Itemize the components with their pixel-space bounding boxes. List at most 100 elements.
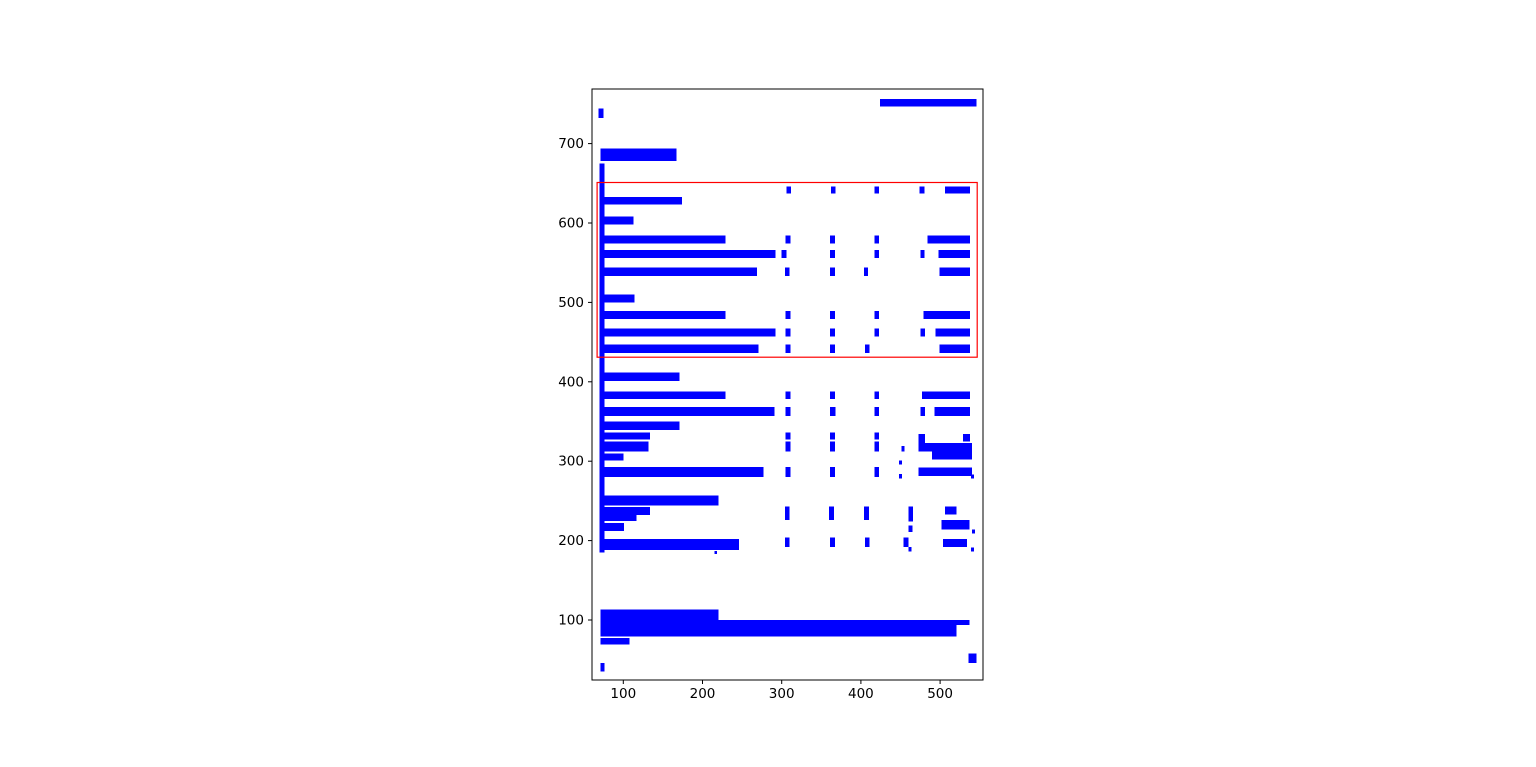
axes-border [591, 88, 984, 681]
y-tick-label: 700 [558, 136, 584, 152]
data-rect [963, 434, 971, 442]
data-rect [938, 250, 971, 258]
data-rect [714, 550, 717, 555]
data-rect [939, 267, 971, 277]
data-rect [908, 525, 913, 532]
data-rect [781, 250, 787, 258]
x-tick-label: 300 [769, 686, 795, 702]
data-rect [874, 235, 880, 244]
data-rect [944, 186, 971, 194]
data-rect [879, 99, 977, 107]
data-rect [600, 432, 651, 440]
data-rect [600, 372, 680, 381]
data-rect [901, 446, 905, 452]
data-rect [600, 344, 759, 354]
highlight-rect [596, 181, 978, 358]
data-rect [599, 163, 605, 553]
data-rect [600, 216, 634, 225]
data-rect [600, 453, 624, 461]
data-rect [830, 391, 835, 400]
data-rect [968, 653, 977, 663]
data-rect [784, 506, 790, 520]
y-tick-label: 100 [558, 613, 584, 629]
data-rect [923, 311, 971, 319]
data-rect [600, 466, 764, 478]
data-rect [830, 250, 835, 258]
data-rect [830, 344, 835, 354]
ticks-layer: 100 200 300 400 500 100 200 300 400 500 600 700 [558, 136, 953, 702]
data-rect [932, 451, 972, 460]
data-rect [600, 267, 758, 277]
x-tick-label: 500 [927, 686, 953, 702]
data-rect [600, 523, 625, 531]
data-rect [830, 407, 836, 416]
data-rect [600, 407, 775, 416]
data-rect [830, 432, 835, 440]
data-rect [874, 328, 880, 337]
y-tick-label: 400 [558, 374, 584, 390]
highlight-layer [596, 181, 978, 358]
x-tick-label: 400 [848, 686, 874, 702]
data-rect [829, 506, 834, 520]
data-rect [898, 460, 903, 465]
data-rect [830, 441, 835, 452]
data-rect [600, 196, 682, 205]
data-rect [785, 391, 791, 400]
data-rect [600, 235, 726, 244]
data-rect [600, 294, 635, 303]
data-rect [908, 546, 912, 552]
data-rect [908, 506, 914, 522]
data-rect [864, 506, 869, 520]
data-rect [600, 421, 680, 431]
data-rect [785, 432, 791, 440]
data-rect [935, 328, 971, 337]
data-rect [920, 407, 926, 416]
y-tick-label: 300 [558, 454, 584, 470]
data-rect [786, 186, 792, 194]
data-rect [600, 495, 719, 506]
data-rect [971, 529, 975, 534]
data-rect [864, 537, 870, 547]
data-rect [600, 620, 970, 625]
data-rect [921, 391, 971, 400]
data-rect [830, 537, 835, 547]
data-rect [830, 267, 835, 277]
data-rect [785, 407, 791, 416]
data-rect [785, 441, 791, 452]
data-rect [874, 407, 880, 416]
x-tick-label: 200 [690, 686, 716, 702]
data-rect [600, 311, 726, 319]
data-rect [600, 624, 957, 637]
data-rect [934, 407, 971, 416]
data-rect [874, 391, 880, 400]
data-rect [830, 328, 835, 337]
data-rect [941, 519, 970, 530]
data-rect [874, 432, 880, 440]
data-rect [600, 662, 605, 672]
data-rect [785, 344, 791, 354]
x-tick-label: 100 [610, 686, 636, 702]
data-rect [874, 311, 880, 319]
data-rect [920, 328, 926, 337]
data-rect [971, 547, 975, 552]
data-rect [830, 311, 835, 319]
data-rect [944, 506, 957, 515]
data-rect [600, 507, 651, 516]
data-rect [600, 328, 776, 337]
data-rect [785, 328, 791, 337]
data-rect [830, 466, 835, 478]
data-rect [600, 441, 649, 452]
data-rect [874, 186, 880, 194]
data-rect [600, 250, 776, 258]
data-rect [784, 537, 790, 547]
data-rect [874, 250, 880, 258]
data-rect [600, 638, 630, 645]
data-rect [920, 250, 925, 258]
data-rect [918, 467, 972, 477]
data-rect [830, 235, 835, 244]
data-rect [785, 466, 791, 478]
data-rect [971, 474, 975, 479]
